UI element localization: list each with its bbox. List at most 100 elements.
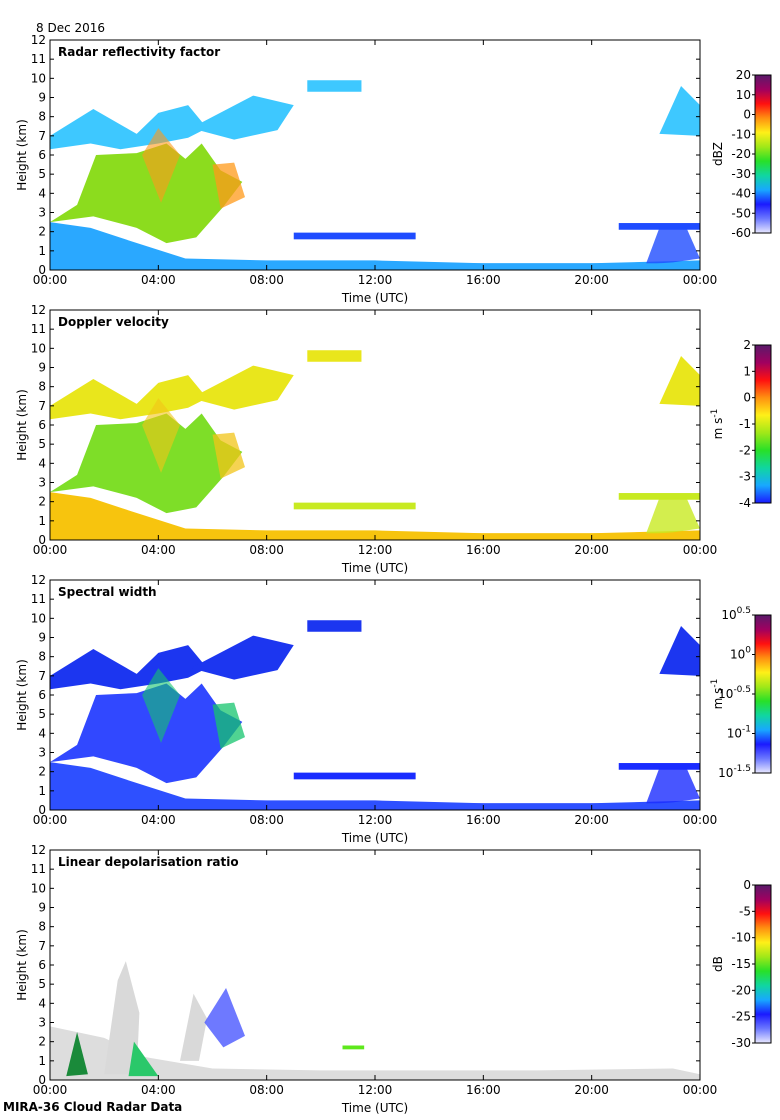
plot-frame — [49, 849, 701, 1081]
echo-region — [659, 86, 700, 136]
y-axis-label: Height (km) — [15, 119, 29, 190]
x-tick-label: 16:00 — [466, 1083, 501, 1097]
echo-region — [212, 162, 245, 209]
y-tick-label: 0 — [38, 263, 46, 277]
x-tick-label: 00:00 — [33, 543, 68, 557]
y-axis-label: Height (km) — [15, 659, 29, 730]
y-tick-label: 0 — [38, 803, 46, 817]
echo-region — [618, 763, 700, 770]
x-axis-label: Time (UTC) — [341, 1101, 408, 1115]
y-tick-label: 2 — [38, 225, 46, 239]
echo-region — [307, 350, 362, 362]
y-tick-label: 6 — [38, 418, 46, 432]
y-tick-label: 2 — [38, 495, 46, 509]
y-tick-label: 3 — [38, 1016, 46, 1030]
echo-region — [50, 1026, 700, 1080]
y-tick-label: 3 — [38, 476, 46, 490]
colorbar-tick-label: 10-1 — [727, 725, 751, 741]
panel-title: Linear depolarisation ratio — [58, 855, 239, 869]
echo-region — [180, 993, 208, 1061]
echo-region — [293, 772, 416, 780]
echo-region — [104, 961, 140, 1075]
y-axis-label: Height (km) — [15, 929, 29, 1000]
colorbar-tick-label: -50 — [731, 206, 751, 220]
echo-region — [618, 223, 700, 230]
colorbar — [754, 614, 772, 774]
x-tick-label: 00:00 — [33, 813, 68, 827]
colorbar-tick-label: -20 — [731, 147, 751, 161]
colorbar-tick-label: -20 — [731, 983, 751, 997]
colorbar-tick-label: -4 — [739, 496, 751, 510]
y-tick-label: 12 — [31, 843, 46, 857]
y-tick-label: 9 — [38, 91, 46, 105]
x-tick-label: 12:00 — [358, 813, 393, 827]
colorbar — [754, 884, 772, 1044]
y-tick-label: 11 — [31, 862, 46, 876]
y-tick-label: 3 — [38, 206, 46, 220]
echo-layer — [50, 620, 700, 810]
y-tick-label: 10 — [31, 881, 46, 895]
date-label: 8 Dec 2016 — [36, 21, 106, 35]
y-axis-label: Height (km) — [15, 389, 29, 460]
echo-region — [50, 143, 243, 244]
colorbar-tick-label: -3 — [739, 470, 751, 484]
y-tick-label: 10 — [31, 611, 46, 625]
echo-layer — [50, 80, 700, 270]
colorbar-tick-label: 2 — [743, 338, 751, 352]
echo-region — [142, 668, 180, 743]
colorbar-tick-label: 20 — [736, 68, 751, 82]
y-tick-label: 6 — [38, 148, 46, 162]
y-tick-label: 4 — [38, 726, 46, 740]
y-tick-label: 11 — [31, 592, 46, 606]
y-tick-label: 5 — [38, 707, 46, 721]
echo-region — [50, 645, 208, 690]
echo-region — [293, 232, 416, 240]
x-tick-label: 04:00 — [141, 813, 176, 827]
colorbar-tick-label: -60 — [731, 226, 751, 240]
echo-region — [618, 493, 700, 500]
x-tick-label: 16:00 — [466, 543, 501, 557]
x-tick-label: 12:00 — [358, 543, 393, 557]
y-tick-label: 8 — [38, 650, 46, 664]
echo-region — [659, 626, 700, 676]
echo-region — [204, 988, 245, 1048]
x-tick-label: 00:00 — [683, 813, 718, 827]
x-axis-label: Time (UTC) — [341, 561, 408, 575]
x-tick-label: 20:00 — [574, 273, 609, 287]
echo-region — [66, 1032, 88, 1077]
x-tick-label: 00:00 — [683, 1083, 718, 1097]
echo-region — [212, 432, 245, 479]
x-tick-label: 00:00 — [683, 273, 718, 287]
echo-region — [50, 413, 243, 514]
y-tick-label: 10 — [31, 341, 46, 355]
echo-layer — [50, 350, 700, 540]
x-tick-label: 04:00 — [141, 1083, 176, 1097]
colorbar-tick-label: 10 — [736, 88, 751, 102]
colorbar-unit: m s-1 — [710, 679, 725, 710]
echo-region — [50, 683, 243, 784]
colorbar-tick-label: 0 — [743, 391, 751, 405]
x-tick-label: 08:00 — [249, 813, 284, 827]
y-tick-label: 5 — [38, 437, 46, 451]
footer-label: MIRA-36 Cloud Radar Data — [3, 1100, 183, 1114]
y-tick-label: 6 — [38, 688, 46, 702]
y-tick-label: 1 — [38, 244, 46, 258]
x-tick-label: 08:00 — [249, 273, 284, 287]
y-tick-label: 11 — [31, 322, 46, 336]
y-tick-label: 12 — [31, 33, 46, 47]
y-tick-label: 3 — [38, 746, 46, 760]
y-tick-label: 7 — [38, 399, 46, 413]
echo-region — [50, 375, 208, 420]
colorbar-tick-label: 10-1.5 — [718, 764, 751, 780]
colorbar-tick-label: -30 — [731, 1036, 751, 1050]
colorbar-tick-label: -40 — [731, 187, 751, 201]
x-tick-label: 04:00 — [141, 543, 176, 557]
y-tick-label: 1 — [38, 784, 46, 798]
colorbar-tick-label: 10-0.5 — [718, 685, 751, 701]
y-tick-label: 0 — [38, 533, 46, 547]
x-tick-label: 00:00 — [33, 273, 68, 287]
colorbar-tick-label: -1 — [739, 417, 751, 431]
